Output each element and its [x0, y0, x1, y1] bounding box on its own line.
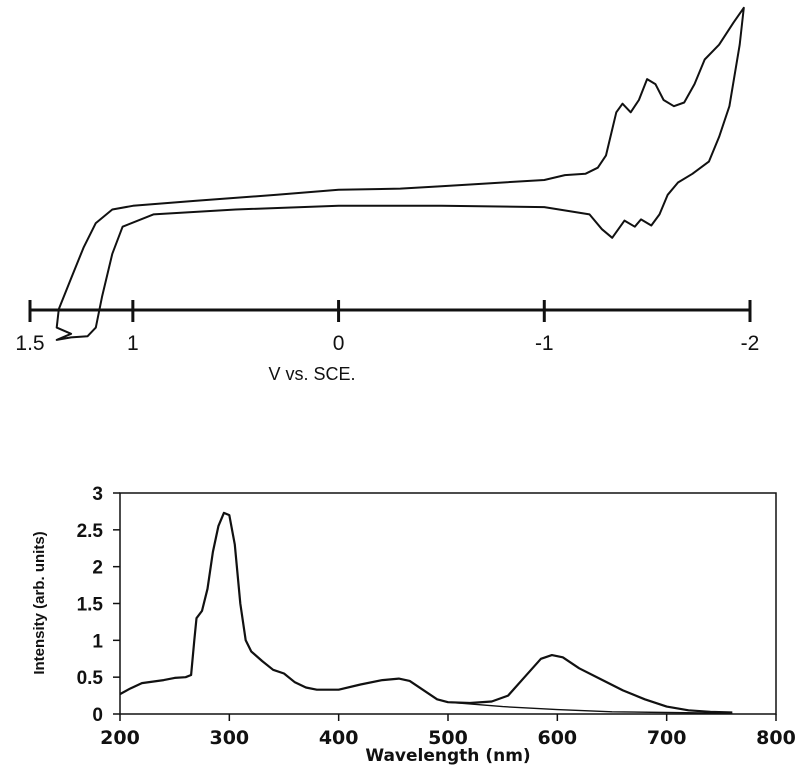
spectrum-x-axis-title: Wavelength (nm)	[365, 746, 530, 765]
spectrum-y-axis-title: Intensity (arb. units)	[31, 531, 48, 674]
cv-x-tick-label: 0	[333, 332, 345, 355]
spectrum-y-tick-label: 1.5	[77, 595, 104, 616]
spectrum-x-tick-label: 700	[647, 727, 687, 749]
spectrum-curves	[119, 511, 733, 714]
spectrum-x-tick-label: 400	[319, 727, 359, 749]
spectrum-x-tick-label: 500	[428, 727, 468, 749]
spectrum-y-tick-label: 1	[92, 631, 103, 652]
cv-x-ticks: 1.5 1 0 -1 -2	[15, 300, 759, 355]
spectrum-y-ticks: 0 0.5 1 1.5 2 2.5 3	[77, 484, 120, 726]
cv-x-axis-title: V vs. SCE.	[268, 364, 355, 384]
cv-x-tick-label: 1.5	[15, 332, 44, 355]
spectrum-x-tick-label: 600	[537, 727, 577, 749]
spectrum-y-tick-label: 2.5	[77, 521, 104, 542]
cv-trace	[55, 6, 745, 341]
absorption-spectrum: 200 300 400 500 600 700 800 0 0.5 1 1.5 2 2.5 3 Wave…	[31, 484, 796, 765]
spectrum-y-tick-label: 0.5	[77, 668, 104, 689]
spectrum-x-tick-label: 800	[756, 727, 796, 749]
spectrum-trace-1	[119, 511, 733, 714]
spectrum-y-tick-label: 3	[92, 484, 103, 505]
cv-curve-group	[55, 6, 745, 341]
spectrum-x-tick-label: 300	[209, 727, 249, 749]
spectrum-y-tick-label: 0	[92, 705, 103, 726]
cv-x-tick-label: 1	[127, 332, 139, 355]
cyclic-voltammogram: 1.5 1 0 -1 -2 V vs. SCE.	[15, 6, 759, 384]
spectrum-x-ticks: 200 300 400 500 600 700 800	[100, 714, 796, 749]
cv-x-tick-label: -1	[535, 332, 554, 355]
spectrum-y-tick-label: 2	[92, 558, 103, 579]
spectrum-x-tick-label: 200	[100, 727, 140, 749]
spectrum-trace-2	[447, 701, 733, 714]
cv-x-tick-label: -2	[741, 332, 760, 355]
